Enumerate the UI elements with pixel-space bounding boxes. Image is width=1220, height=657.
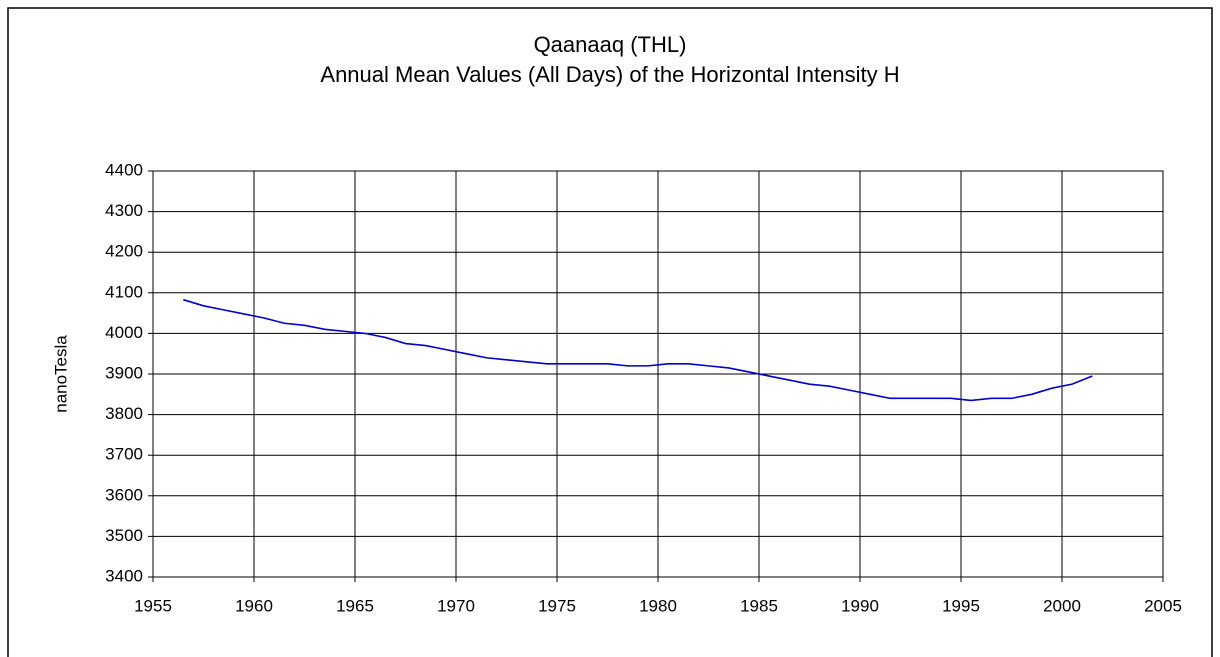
y-tick-label: 3500 [105, 526, 143, 545]
x-tick-label: 1970 [437, 596, 475, 615]
x-tick-label: 1985 [740, 596, 778, 615]
y-tick-label: 3900 [105, 363, 143, 382]
chart-subtitle: Annual Mean Values (All Days) of the Hor… [320, 62, 899, 87]
y-tick-label: 4000 [105, 323, 143, 342]
y-tick-label: 4200 [105, 242, 143, 261]
data-line [183, 298, 1093, 402]
x-tick-label: 1995 [942, 596, 980, 615]
x-tick-label: 1980 [639, 596, 677, 615]
y-tick-label: 4400 [105, 160, 143, 179]
x-tick-label: 1955 [134, 596, 172, 615]
x-tick-label: 1965 [336, 596, 374, 615]
x-tick-label: 1960 [235, 596, 273, 615]
x-tick-label: 1990 [841, 596, 879, 615]
chart-title: Qaanaaq (THL) [534, 32, 687, 57]
y-tick-label: 4100 [105, 282, 143, 301]
x-tick-label: 2005 [1144, 596, 1182, 615]
y-tick-label: 3700 [105, 445, 143, 464]
x-tick-label: 2000 [1043, 596, 1081, 615]
y-tick-label: 3800 [105, 404, 143, 423]
y-tick-label: 3600 [105, 485, 143, 504]
y-tick-label: 3400 [105, 566, 143, 585]
y-axis-label: nanoTesla [51, 335, 70, 413]
y-tick-label: 4300 [105, 201, 143, 220]
x-tick-label: 1975 [538, 596, 576, 615]
